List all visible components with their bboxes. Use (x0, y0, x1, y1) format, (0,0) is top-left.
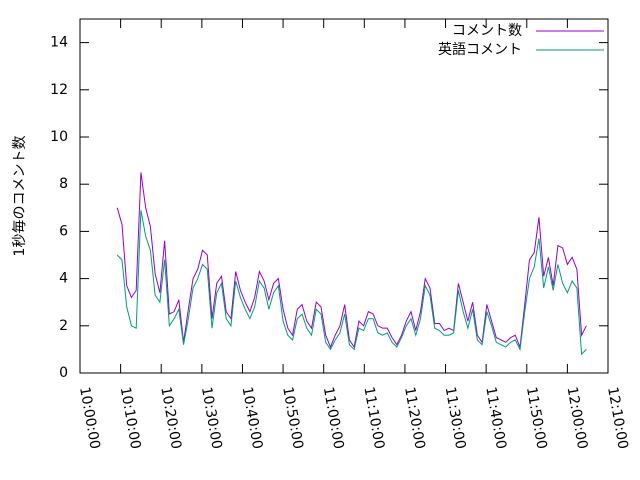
y-tick-label: 10 (50, 129, 68, 145)
legend-label: コメント数 (452, 23, 522, 39)
y-tick-label: 0 (59, 365, 68, 381)
y-tick-label: 4 (59, 271, 68, 287)
legend-label: 英語コメント (438, 41, 522, 58)
x-tick-label: 11:50:00 (523, 386, 550, 451)
x-tick-label: 10:00:00 (76, 386, 103, 451)
x-tick-label: 10:30:00 (198, 386, 225, 451)
x-tick-label: 11:30:00 (442, 386, 469, 451)
plot-border (79, 18, 609, 374)
x-tick-label: 10:50:00 (279, 386, 306, 451)
y-tick-label: 12 (50, 82, 68, 98)
series-line (116, 210, 587, 356)
x-tick-label: 11:20:00 (401, 386, 428, 451)
x-tick-label: 10:10:00 (117, 386, 144, 451)
x-tick-label: 11:00:00 (320, 386, 347, 451)
y-tick-label: 14 (50, 35, 68, 51)
y-tick-label: 8 (59, 176, 68, 192)
y-tick-label: 6 (59, 223, 68, 239)
x-tick-label: 11:40:00 (482, 386, 509, 451)
x-tick-label: 10:40:00 (239, 386, 266, 451)
y-tick-label: 2 (59, 318, 68, 334)
x-tick-label: 12:10:00 (604, 386, 631, 451)
x-tick-label: 11:10:00 (360, 386, 387, 451)
x-tick-label: 10:20:00 (157, 386, 184, 451)
y-axis-label: 1秒毎のコメント数 (12, 136, 28, 257)
x-tick-label: 12:00:00 (564, 386, 591, 451)
series-line (116, 172, 587, 349)
